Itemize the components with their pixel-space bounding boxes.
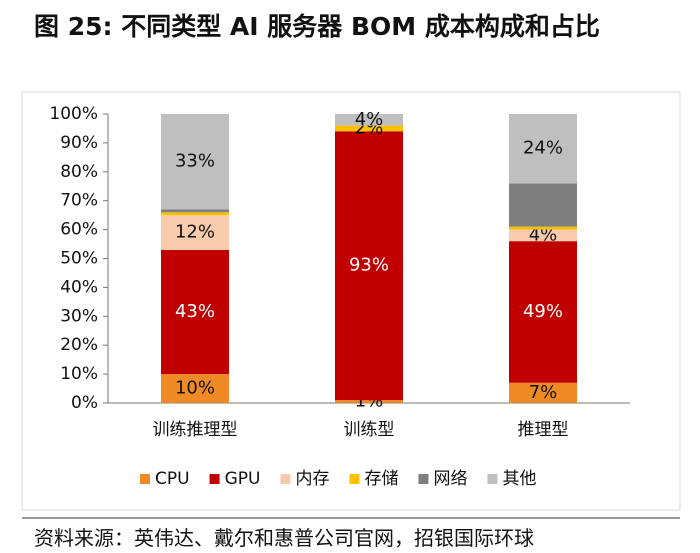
bar-segment: [161, 212, 229, 216]
x-tick-label: 训练推理型: [153, 420, 238, 440]
bar-segment: [335, 125, 403, 132]
data-label: 12%: [175, 221, 215, 242]
y-tick-label: 40%: [60, 277, 98, 297]
bar-segment: [161, 374, 229, 403]
y-tick-label: 30%: [60, 306, 98, 326]
legend-swatch: [349, 474, 360, 484]
legend-label: 存储: [364, 469, 398, 489]
bar-segment: [335, 131, 403, 401]
legend-swatch: [140, 474, 150, 484]
y-tick-label: 60%: [60, 220, 98, 240]
legend-label: 网络: [433, 469, 467, 489]
legend-label: 其他: [502, 469, 536, 489]
legend-label: GPU: [225, 469, 261, 489]
bar-segment: [509, 241, 577, 383]
legend-swatch: [487, 474, 498, 484]
chart-frame: [21, 91, 681, 511]
data-label: 93%: [349, 255, 389, 276]
bar-segment: [509, 382, 577, 403]
data-label: 24%: [523, 138, 563, 159]
bar-segment: [509, 183, 577, 227]
y-tick-label: 80%: [60, 162, 98, 182]
legend-label: 内存: [295, 469, 329, 489]
y-tick-label: 0%: [71, 393, 98, 413]
data-label: 10%: [175, 378, 215, 399]
legend-swatch: [209, 474, 220, 484]
y-tick-label: 90%: [60, 133, 98, 153]
bar-segment: [161, 209, 229, 213]
bar-segment: [509, 226, 577, 230]
y-tick-label: 70%: [60, 191, 98, 211]
x-tick-label: 推理型: [518, 420, 569, 440]
bar-segment: [161, 249, 229, 375]
bar-segment: [509, 114, 577, 184]
y-tick-label: 50%: [60, 249, 98, 269]
y-tick-label: 100%: [49, 104, 98, 124]
chart-title: 图 25: 不同类型 AI 服务器 BOM 成本构成和占比: [34, 12, 600, 41]
bar-segment: [509, 229, 577, 242]
y-tick-label: 20%: [60, 335, 98, 355]
data-label: 4%: [529, 224, 558, 245]
data-label: 33%: [175, 151, 215, 172]
legend-label: CPU: [155, 469, 190, 489]
x-tick-label: 训练型: [344, 420, 395, 440]
data-label: 7%: [529, 382, 558, 403]
y-tick-label: 10%: [60, 364, 98, 384]
data-label: 43%: [175, 301, 215, 322]
source-note: 资料来源：英伟达、戴尔和惠普公司官网，招银国际环球: [34, 526, 534, 550]
legend-swatch: [418, 474, 429, 484]
legend-swatch: [280, 474, 291, 484]
bar-segment: [335, 400, 403, 403]
bar-segment: [161, 215, 229, 250]
bar-segment: [335, 114, 403, 126]
bar-segment: [161, 114, 229, 210]
data-label: 4%: [355, 109, 384, 130]
data-label: 49%: [523, 301, 563, 322]
